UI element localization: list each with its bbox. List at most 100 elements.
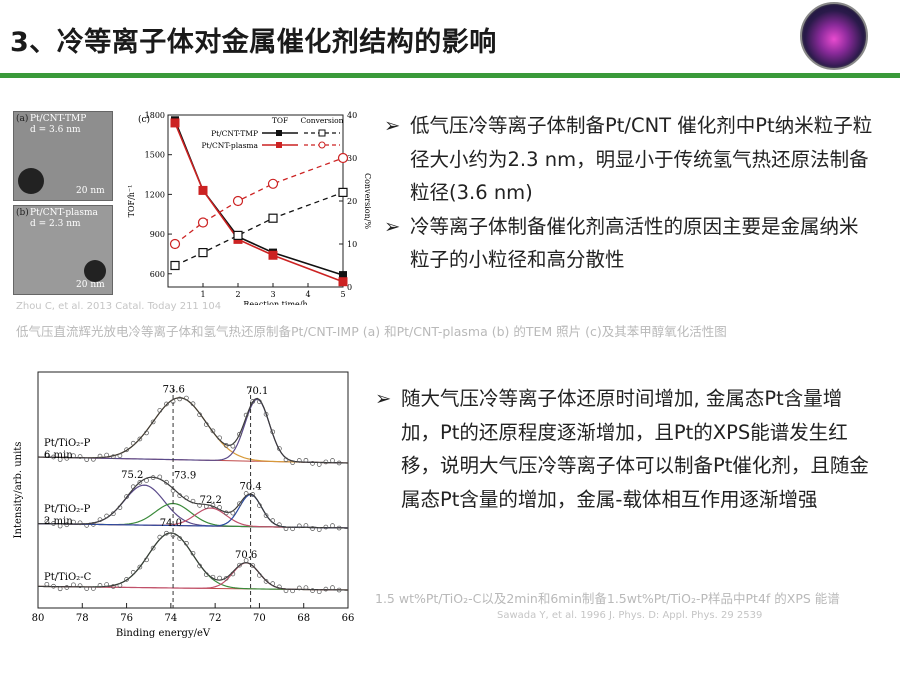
data-point [57,457,63,462]
data-point [51,454,56,460]
spectrum-label: 6 min [44,450,73,461]
bullet-item: ➢ 随大气压冷等离子体还原时间增加, 金属态Pt含量增加，Pt的还原程度逐渐增加，… [375,382,872,516]
data-point [336,525,342,531]
x-tick-label: 5 [340,290,345,299]
y-tick-label: 1200 [145,190,165,199]
data-point [84,457,90,462]
data-point [237,562,242,568]
data-point [177,536,183,541]
data-point [283,526,289,532]
data-point [210,428,216,434]
tem-image-b: (b) Pt/CNT-plasma d = 2.3 nm 20 nm [13,205,113,295]
envelope-fit [37,476,349,529]
data-point [150,545,156,551]
data-point [217,435,222,441]
data-point [197,563,202,569]
data-point [198,185,208,195]
data-point [237,431,242,437]
data-point [232,195,244,207]
data-point [104,452,109,458]
xps-spectra-chart: 80 78 76 74 72 70 68 66 Binding energy/eV Intensi… [13,371,355,639]
y2-tick-label: 30 [347,154,357,163]
data-point [230,510,236,516]
data-point [323,524,329,530]
data-point [277,446,282,451]
data-point [290,526,295,532]
data-point [64,522,70,528]
data-point [184,495,189,501]
data-point [230,443,236,449]
data-point [117,583,123,588]
data-point [339,271,347,280]
data-point [150,475,156,480]
data-point [268,250,278,260]
chart-panel-label: (c) [138,114,150,125]
data-point [71,519,76,525]
tem-b-scalebar: 20 nm [76,280,105,290]
data-point [337,152,349,164]
tof-conversion-chart: (c) 1 2 3 4 5 600 900 1200 1500 1800 0 10 20 30 40 Reac… [127,111,372,305]
spectrum-label: Pt/TiO₂-C [44,572,92,583]
data-point [77,583,83,589]
data-point [330,585,335,591]
x-tick-label: 2 [235,290,240,299]
legend-marker [276,142,282,148]
y2-tick-label: 10 [347,240,357,249]
x-tick-label: 72 [209,613,222,624]
tem-b-inset [84,260,106,282]
data-point [170,260,180,271]
x-tick-label: 66 [342,613,355,624]
spectrum-label: Pt/TiO₂-P [44,438,91,449]
figure1-reference: Zhou C, et al. 2013 Catal. Today 211 104 [16,301,222,312]
data-point [243,491,249,496]
y-tick-label: 1500 [145,151,165,160]
data-point [263,513,269,518]
data-point [71,582,76,588]
data-point [177,396,183,402]
data-point [44,452,50,458]
tem-a-scalebar: 20 nm [76,186,105,196]
series-line [174,191,344,267]
data-point [257,399,262,405]
xps-plot-frame [37,371,349,609]
data-point [110,511,116,517]
bullets-bottom: ➢ 随大气压冷等离子体还原时间增加, 金属态Pt含量增加，Pt的还原程度逐渐增加，… [375,382,872,516]
data-point [184,395,189,401]
arrow-bullet-icon: ➢ [384,214,401,238]
data-point [130,570,136,575]
data-point [310,526,315,531]
x-tick-label: 76 [120,613,133,624]
data-point [283,588,289,594]
y2-tick-label: 0 [347,283,352,292]
data-point [64,585,70,590]
data-point [270,581,276,586]
tem-b-panel-label: (b) [16,208,29,218]
data-point [330,458,335,463]
peak-label: 73.9 [174,471,196,482]
data-point [137,480,143,485]
data-point [124,447,129,453]
data-point [223,510,229,516]
data-point [296,585,302,591]
data-point [230,571,236,577]
x-tick-label: 68 [297,613,310,624]
data-point [270,518,276,523]
data-point [290,460,295,465]
data-point [64,455,70,461]
figure2-caption: 1.5 wt%Pt/TiO₂-C以及2min和6min制备1.5wt%Pt/Ti… [375,591,840,606]
data-point [190,550,196,556]
data-point [110,584,116,589]
envelope-fit [37,397,349,464]
data-point [303,457,309,463]
data-point [310,461,315,466]
data-point [303,585,309,591]
data-point [170,118,180,128]
data-point [290,588,295,594]
arrow-bullet-icon: ➢ [384,114,401,137]
data-point [257,503,262,508]
data-point [124,577,129,582]
legend-marker [276,130,282,136]
arrow-bullet-icon: ➢ [375,387,392,410]
data-point [198,248,208,258]
x-tick-label: 78 [76,613,89,624]
